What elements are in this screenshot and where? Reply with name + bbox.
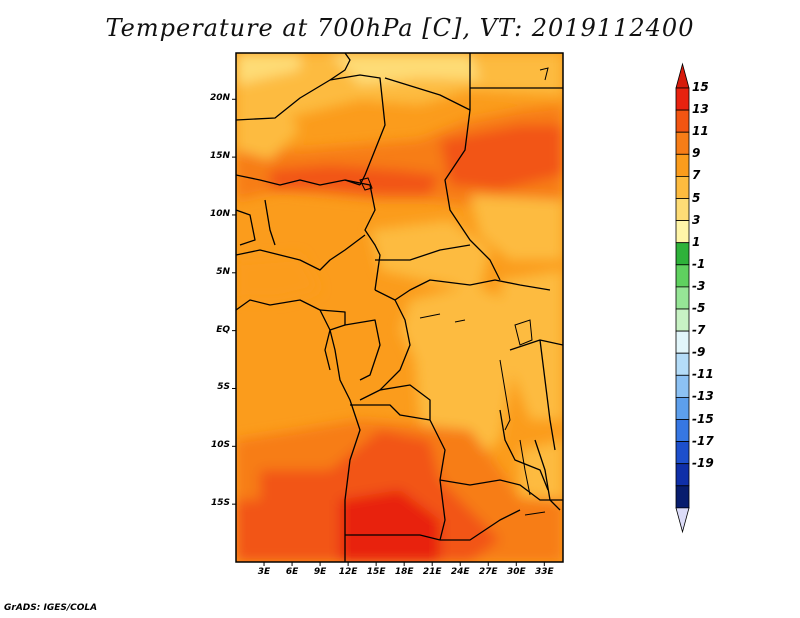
colorbar-swatch bbox=[675, 153, 690, 177]
lon-tick-label: 27E bbox=[478, 567, 498, 577]
colorbar-label: -9 bbox=[692, 345, 706, 360]
grads-credit: GrADS: IGES/COLA bbox=[4, 603, 98, 613]
colorbar-top-arrow bbox=[675, 62, 690, 89]
lake-outlines bbox=[359, 67, 549, 516]
colorbar-swatch bbox=[675, 109, 690, 133]
colorbar-label: 3 bbox=[692, 212, 701, 227]
lat-tick-label: EQ bbox=[216, 324, 230, 335]
colorbar-label: -7 bbox=[692, 323, 706, 338]
colorbar-swatch bbox=[675, 175, 690, 199]
lon-tick-label: 18E bbox=[394, 567, 414, 577]
lon-tick-label: 3E bbox=[257, 567, 271, 577]
colorbar-swatch bbox=[675, 131, 690, 155]
lat-tick-label: 10N bbox=[209, 208, 230, 219]
colorbar-swatch bbox=[675, 441, 690, 465]
lat-tick-label: 5S bbox=[217, 382, 230, 393]
map-title: Temperature at 700hPa [C], VT: 201911240… bbox=[105, 14, 695, 42]
lon-tick-label: 21E bbox=[422, 567, 442, 577]
colorbar bbox=[675, 62, 690, 534]
axis-ticks bbox=[232, 98, 545, 566]
colorbar-swatch bbox=[675, 419, 690, 443]
lat-tick-label: 5N bbox=[216, 266, 230, 277]
colorbar-swatch bbox=[675, 330, 690, 354]
colorbar-swatch bbox=[675, 286, 690, 310]
lat-tick-label: 15N bbox=[209, 151, 230, 162]
colorbar-label: -19 bbox=[692, 455, 714, 470]
colorbar-label: -11 bbox=[692, 367, 714, 382]
colorbar-label: 5 bbox=[692, 190, 701, 205]
colorbar-label: -13 bbox=[692, 389, 714, 404]
colorbar-swatch bbox=[675, 87, 690, 111]
colorbar-label: -5 bbox=[692, 301, 706, 315]
colorbar-label: -17 bbox=[692, 433, 714, 448]
lat-tick-label: 15S bbox=[210, 498, 230, 509]
lat-tick-label: 20N bbox=[209, 93, 230, 104]
colorbar-swatch bbox=[675, 242, 690, 266]
colorbar-label: 1 bbox=[692, 234, 701, 249]
lon-tick-label: 6E bbox=[285, 567, 299, 577]
lon-tick-label: 15E bbox=[366, 567, 386, 577]
colorbar-label: 7 bbox=[692, 168, 701, 183]
lon-tick-label: 33E bbox=[534, 567, 554, 577]
colorbar-swatch bbox=[675, 463, 690, 487]
map-frame bbox=[235, 52, 564, 563]
lon-tick-label: 24E bbox=[450, 567, 470, 577]
colorbar-label: 13 bbox=[692, 102, 709, 117]
lat-tick-label: 10S bbox=[210, 440, 230, 451]
country-borders bbox=[236, 53, 563, 562]
colorbar-swatch bbox=[675, 352, 690, 376]
colorbar-swatch bbox=[675, 264, 690, 288]
colorbar-label: 11 bbox=[692, 124, 709, 139]
colorbar-swatch bbox=[675, 220, 690, 244]
lon-tick-label: 9E bbox=[313, 567, 327, 577]
colorbar-swatch bbox=[675, 396, 690, 420]
colorbar-swatch bbox=[675, 485, 690, 509]
colorbar-label: 15 bbox=[692, 80, 709, 94]
colorbar-bottom-arrow bbox=[675, 507, 690, 534]
lon-tick-label: 30E bbox=[506, 567, 526, 577]
colorbar-swatch bbox=[675, 198, 690, 222]
colorbar-label: -3 bbox=[692, 278, 706, 293]
temperature-field bbox=[236, 53, 563, 562]
colorbar-label: -1 bbox=[692, 256, 706, 271]
colorbar-swatch bbox=[675, 374, 690, 398]
lon-tick-label: 12E bbox=[338, 567, 358, 577]
colorbar-swatch bbox=[675, 308, 690, 332]
colorbar-label: -15 bbox=[692, 411, 714, 426]
colorbar-label: 9 bbox=[692, 146, 701, 161]
